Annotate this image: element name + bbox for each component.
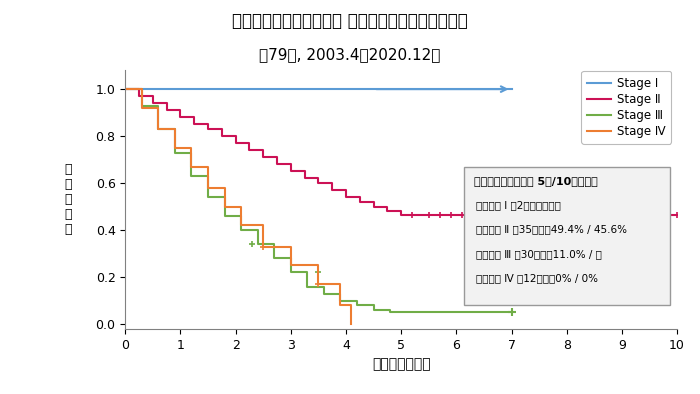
Text: ステージ Ⅰ （2例）：－／－: ステージ Ⅰ （2例）：－／－: [477, 200, 561, 210]
Text: ステージ Ⅱ （35例）：49.4% / 45.6%: ステージ Ⅱ （35例）：49.4% / 45.6%: [477, 225, 627, 234]
Text: 肝門部領域胆管癌切除例 ステージ（病期）別生存率: 肝門部領域胆管癌切除例 ステージ（病期）別生存率: [232, 12, 468, 30]
Text: ステージ Ⅲ （30例）：11.0% / －: ステージ Ⅲ （30例）：11.0% / －: [477, 249, 602, 259]
Text: ステージ Ⅳ （12例）：0% / 0%: ステージ Ⅳ （12例）：0% / 0%: [477, 273, 598, 283]
Text: ステージ（病期）別 5年/10年生存率: ステージ（病期）別 5年/10年生存率: [475, 176, 598, 186]
Legend: Stage Ⅰ, Stage Ⅱ, Stage Ⅲ, Stage Ⅳ: Stage Ⅰ, Stage Ⅱ, Stage Ⅲ, Stage Ⅳ: [581, 71, 671, 144]
Y-axis label: 累
積
生
存
率: 累 積 生 存 率: [64, 163, 71, 236]
Text: （79例, 2003.4〜2020.12）: （79例, 2003.4〜2020.12）: [259, 47, 441, 62]
X-axis label: 生存期間（年）: 生存期間（年）: [372, 357, 430, 371]
